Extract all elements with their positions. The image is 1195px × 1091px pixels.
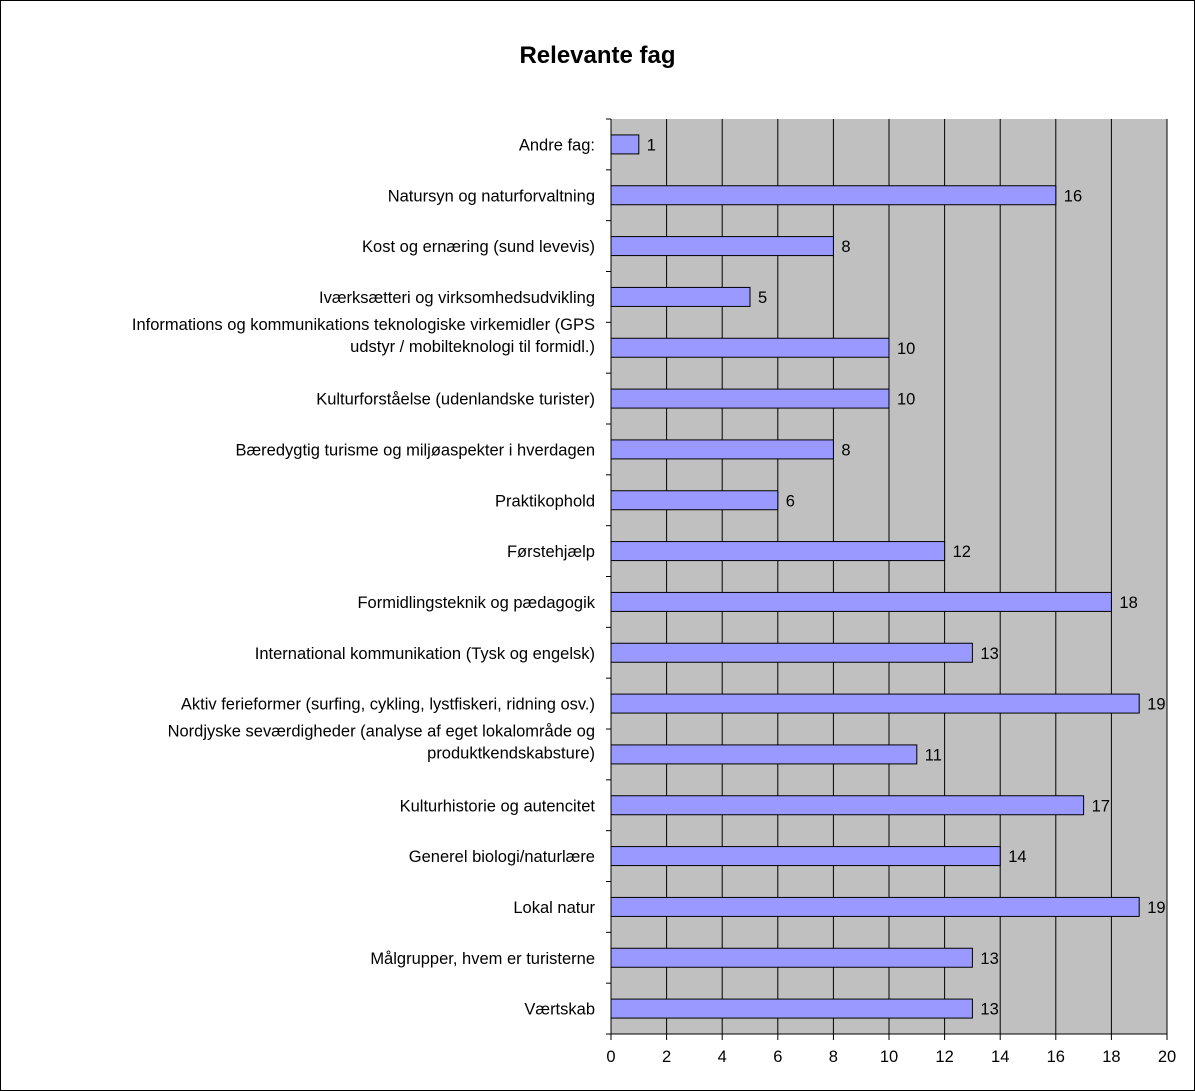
bar bbox=[610, 236, 834, 257]
data-label: 17 bbox=[1092, 797, 1110, 815]
bar bbox=[610, 998, 973, 1019]
category-label: Andre fag: bbox=[519, 136, 595, 154]
data-label: 10 bbox=[897, 340, 915, 358]
category-label: Formidlingsteknik og pædagogik bbox=[357, 594, 595, 612]
bar bbox=[610, 896, 1140, 917]
data-label: 8 bbox=[841, 441, 850, 459]
data-label: 19 bbox=[1147, 696, 1165, 714]
data-label: 12 bbox=[953, 543, 971, 561]
data-label: 19 bbox=[1147, 899, 1165, 917]
x-tick-label: 10 bbox=[880, 1048, 898, 1066]
x-tick-label: 12 bbox=[935, 1048, 953, 1066]
bar bbox=[610, 439, 834, 460]
category-label: Informations og kommunikations teknologi… bbox=[132, 316, 595, 356]
data-label: 13 bbox=[980, 950, 998, 968]
category-label: Iværksætteri og virksomhedsudvikling bbox=[319, 289, 595, 307]
data-label: 10 bbox=[897, 391, 915, 409]
data-label: 14 bbox=[1008, 848, 1026, 866]
x-tick-label: 8 bbox=[829, 1048, 838, 1066]
category-label: Aktiv ferieformer (surfing, cykling, lys… bbox=[181, 696, 595, 714]
bar bbox=[610, 286, 751, 307]
bar bbox=[610, 541, 946, 562]
category-label: Natursyn og naturforvaltning bbox=[388, 187, 595, 205]
category-label: Lokal natur bbox=[513, 899, 595, 917]
data-label: 6 bbox=[786, 492, 795, 510]
category-label: Kulturforståelse (udenlandske turister) bbox=[316, 391, 595, 409]
category-label: Førstehjælp bbox=[507, 543, 595, 561]
bar bbox=[610, 947, 973, 968]
data-label: 11 bbox=[925, 746, 942, 764]
data-label: 18 bbox=[1119, 594, 1137, 612]
category-label: Nordjyske seværdigheder (analyse af eget… bbox=[168, 722, 595, 762]
data-label: 8 bbox=[841, 238, 850, 256]
x-tick-label: 6 bbox=[773, 1048, 782, 1066]
bar bbox=[610, 134, 640, 155]
data-label: 1 bbox=[647, 136, 656, 154]
bar bbox=[610, 693, 1140, 714]
data-label: 13 bbox=[980, 1001, 998, 1019]
bar bbox=[610, 337, 890, 358]
category-label: Kost og ernæring (sund levevis) bbox=[362, 238, 595, 256]
bar bbox=[610, 591, 1112, 612]
bar bbox=[610, 388, 890, 409]
bar bbox=[610, 185, 1057, 206]
x-tick-label: 0 bbox=[606, 1048, 615, 1066]
bar bbox=[610, 846, 1001, 867]
data-label: 5 bbox=[758, 289, 767, 307]
category-label: Kulturhistorie og autencitet bbox=[400, 797, 596, 815]
x-tick-label: 2 bbox=[662, 1048, 671, 1066]
x-tick-label: 16 bbox=[1047, 1048, 1065, 1066]
data-label: 16 bbox=[1064, 187, 1082, 205]
bar bbox=[610, 642, 973, 663]
bar bbox=[610, 795, 1085, 816]
category-label: Bæredygtig turisme og miljøaspekter i hv… bbox=[236, 441, 596, 459]
category-label: Generel biologi/naturlære bbox=[409, 848, 595, 866]
category-label: Værtskab bbox=[524, 1001, 595, 1019]
x-tick-label: 20 bbox=[1158, 1048, 1176, 1066]
bar bbox=[610, 744, 918, 765]
category-label: International kommunikation (Tysk og eng… bbox=[255, 645, 595, 663]
bar bbox=[610, 490, 779, 511]
x-tick-label: 4 bbox=[718, 1048, 727, 1066]
data-label: 13 bbox=[980, 645, 998, 663]
x-tick-label: 14 bbox=[991, 1048, 1009, 1066]
x-tick-label: 18 bbox=[1102, 1048, 1120, 1066]
category-label: Praktikophold bbox=[495, 492, 595, 510]
chart-title: Relevante fag bbox=[519, 42, 676, 69]
category-label: Målgrupper, hvem er turisterne bbox=[370, 950, 595, 968]
